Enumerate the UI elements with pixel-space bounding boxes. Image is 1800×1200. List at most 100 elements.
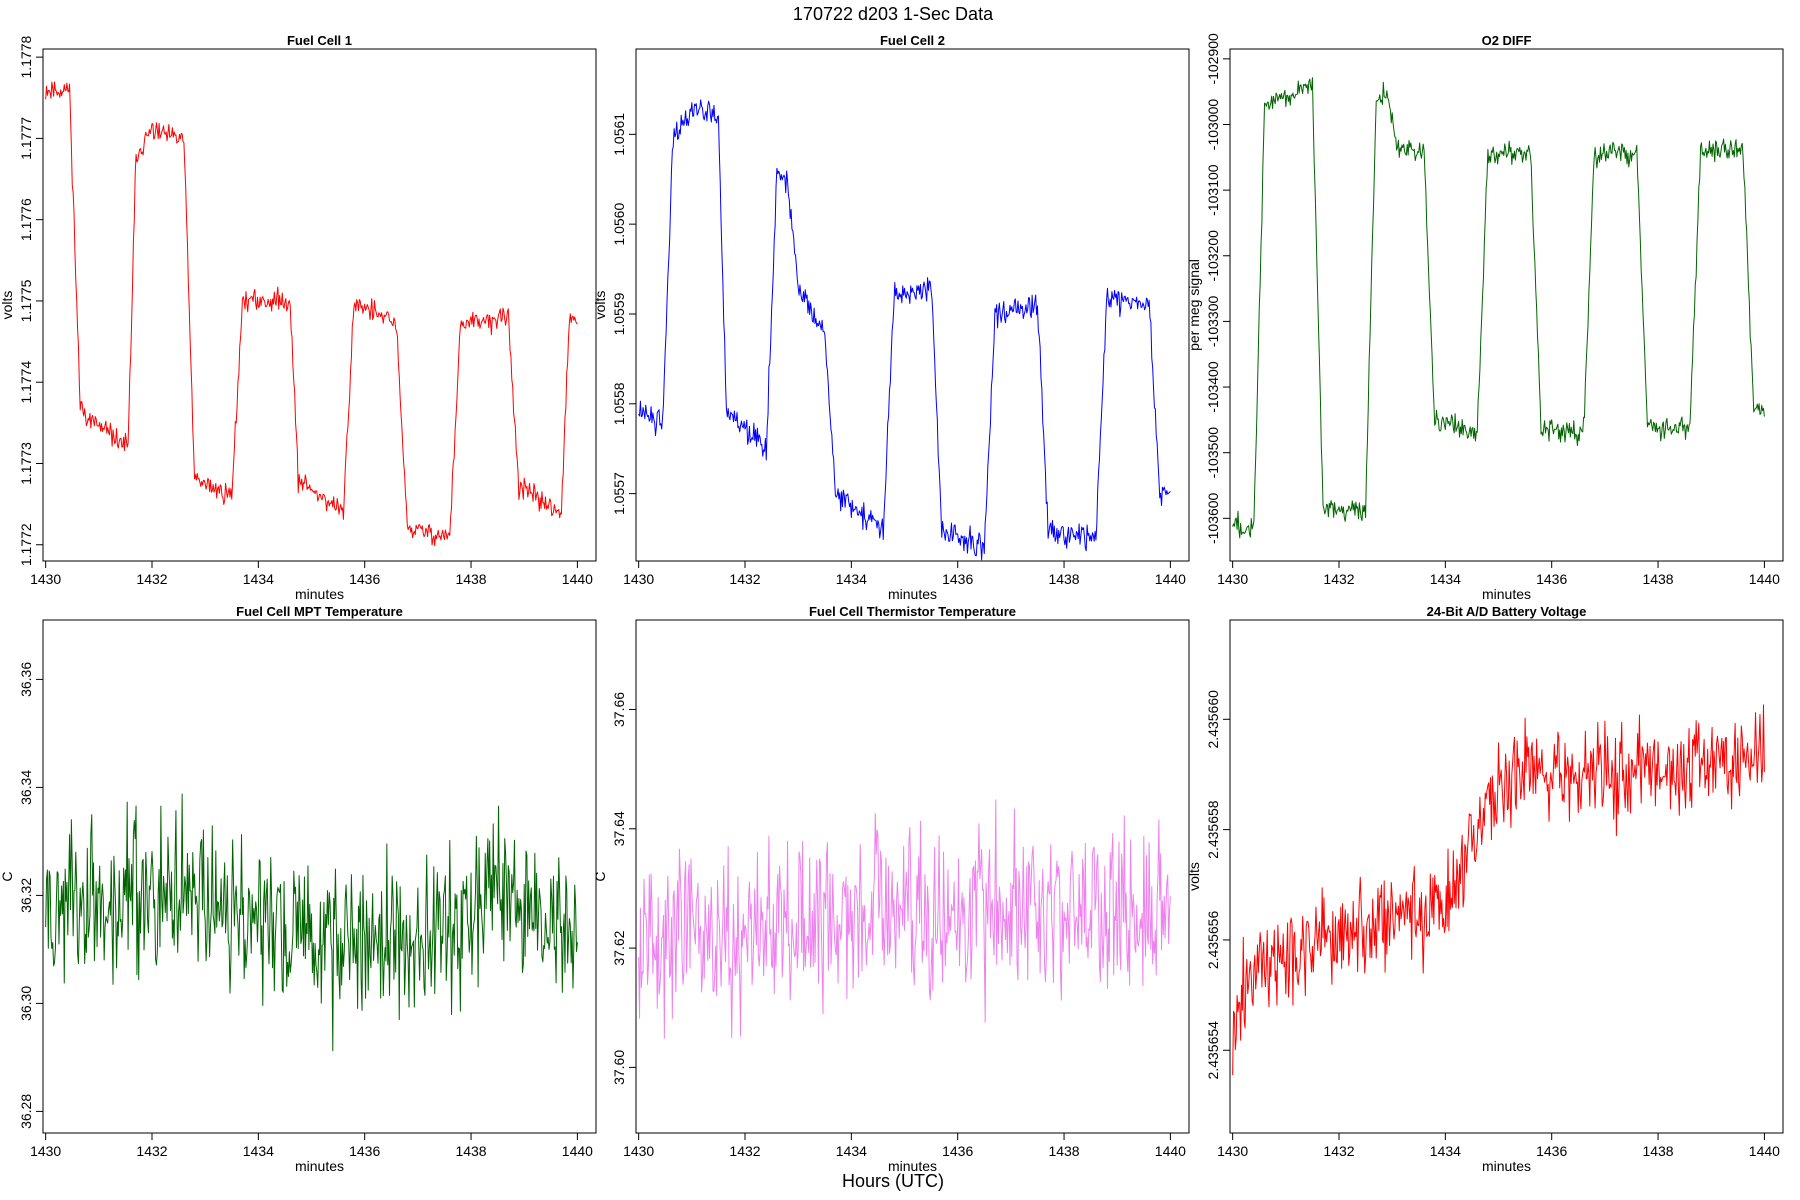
x-tick-label: 1440	[1749, 571, 1780, 587]
series-line	[1232, 77, 1765, 539]
chart-title: 24-Bit A/D Battery Voltage	[1427, 604, 1587, 619]
x-tick-label: 1432	[136, 571, 167, 587]
y-tick-label: 2.435658	[1205, 800, 1221, 859]
x-tick-label: 1434	[243, 1143, 274, 1159]
y-axis-label: volts	[592, 291, 608, 320]
series-line	[45, 81, 578, 547]
series-line	[638, 99, 1171, 561]
y-tick-label: 2.435660	[1205, 690, 1221, 749]
y-tick-label: 37.64	[611, 811, 627, 846]
y-tick-label: -103400	[1205, 361, 1221, 413]
y-tick-label: 1.1772	[18, 523, 34, 566]
plot-frame	[42, 48, 597, 562]
x-tick-label: 1436	[942, 1143, 973, 1159]
y-tick-label: 1.1778	[18, 36, 34, 79]
x-tick-label: 1432	[1323, 1143, 1354, 1159]
y-tick-label: -103500	[1205, 427, 1221, 479]
x-tick-label: 1430	[30, 571, 61, 587]
x-axis-label: minutes	[888, 586, 937, 602]
x-tick-label: 1440	[562, 1143, 593, 1159]
y-tick-label: 37.66	[611, 692, 627, 727]
x-tick-label: 1430	[1217, 571, 1248, 587]
y-tick-label: -103200	[1205, 230, 1221, 282]
chart-panel: Fuel Cell MPT Temperature 1430 1432 1434 143…	[0, 604, 597, 1174]
y-tick-label: 36.32	[18, 878, 34, 913]
x-tick-label: 1430	[1217, 1143, 1248, 1159]
y-tick-label: 2.435656	[1205, 911, 1221, 970]
chart-title: Fuel Cell MPT Temperature	[236, 604, 403, 619]
y-tick-label: 1.0557	[611, 472, 627, 515]
x-tick-label: 1440	[1749, 1143, 1780, 1159]
x-tick-label: 1438	[455, 1143, 486, 1159]
x-tick-label: 1436	[1536, 571, 1567, 587]
x-tick-label: 1436	[1536, 1143, 1567, 1159]
y-tick-label: 1.0559	[611, 292, 627, 335]
x-tick-label: 1430	[623, 1143, 654, 1159]
x-axis-label: minutes	[1482, 1158, 1531, 1174]
x-tick-label: 1438	[1048, 571, 1079, 587]
x-tick-label: 1438	[1642, 571, 1673, 587]
x-axis-label: minutes	[295, 586, 344, 602]
y-tick-label: -103300	[1205, 296, 1221, 348]
x-tick-label: 1432	[1323, 571, 1354, 587]
x-tick-label: 1440	[562, 571, 593, 587]
chart-title: Fuel Cell 1	[287, 33, 352, 48]
plot-frame	[1229, 619, 1784, 1134]
chart-panel: Fuel Cell Thermistor Temperature 1430 1432…	[592, 604, 1190, 1174]
y-axis-label: per meg signal	[1186, 259, 1202, 351]
y-tick-label: 2.435654	[1205, 1021, 1221, 1080]
x-tick-label: 1436	[349, 1143, 380, 1159]
y-tick-label: 1.1776	[18, 198, 34, 241]
x-tick-label: 1430	[30, 1143, 61, 1159]
y-axis-label: C	[592, 871, 608, 881]
x-axis-label: minutes	[888, 1158, 937, 1174]
y-tick-label: 1.1774	[18, 361, 34, 404]
plot-frame	[635, 619, 1190, 1134]
x-tick-label: 1438	[455, 571, 486, 587]
plot-frame	[635, 48, 1190, 562]
x-tick-label: 1438	[1048, 1143, 1079, 1159]
series-line	[638, 799, 1171, 1039]
x-axis-label: minutes	[295, 1158, 344, 1174]
x-tick-label: 1434	[243, 571, 274, 587]
chart-title: Fuel Cell 2	[880, 33, 945, 48]
x-tick-label: 1440	[1155, 571, 1186, 587]
x-axis-label: minutes	[1482, 586, 1531, 602]
chart-panel: 24-Bit A/D Battery Voltage 1430 1432 1434 14…	[1186, 604, 1784, 1174]
chart-title: O2 DIFF	[1482, 33, 1532, 48]
y-tick-label: 1.0558	[611, 382, 627, 425]
x-tick-label: 1432	[729, 571, 760, 587]
y-tick-label: 37.62	[611, 930, 627, 965]
x-tick-label: 1440	[1155, 1143, 1186, 1159]
x-tick-label: 1434	[1430, 571, 1461, 587]
y-tick-label: 1.0561	[611, 113, 627, 156]
y-tick-label: 1.1775	[18, 279, 34, 322]
series-line	[45, 793, 578, 1052]
y-tick-label: 1.1773	[18, 442, 34, 485]
y-tick-label: -102900	[1205, 33, 1221, 85]
plot-frame	[42, 619, 597, 1134]
y-tick-label: 36.30	[18, 986, 34, 1021]
y-axis-label: volts	[1186, 862, 1202, 891]
plot-frame	[1229, 48, 1784, 562]
y-tick-label: 37.60	[611, 1050, 627, 1085]
y-tick-label: -103100	[1205, 164, 1221, 216]
y-tick-label: 36.36	[18, 662, 34, 697]
x-tick-label: 1434	[1430, 1143, 1461, 1159]
x-tick-label: 1436	[349, 571, 380, 587]
x-tick-label: 1434	[836, 571, 867, 587]
y-tick-label: -103000	[1205, 99, 1221, 151]
chart-panel: O2 DIFF 1430 1432 1434 1436 1438 1440 minutes -1…	[1186, 33, 1784, 602]
x-tick-label: 1434	[836, 1143, 867, 1159]
y-tick-label: 36.34	[18, 770, 34, 805]
panels: Fuel Cell 1 1430 1432 1434 1436 1438 1440 minut…	[0, 33, 1784, 1174]
y-tick-label: 1.0560	[611, 203, 627, 246]
y-tick-label: 36.28	[18, 1094, 34, 1129]
x-tick-label: 1430	[623, 571, 654, 587]
x-tick-label: 1432	[729, 1143, 760, 1159]
y-tick-label: -103600	[1205, 492, 1221, 544]
series-line	[1232, 704, 1765, 1075]
y-tick-label: 1.1777	[18, 117, 34, 160]
x-tick-label: 1436	[942, 571, 973, 587]
